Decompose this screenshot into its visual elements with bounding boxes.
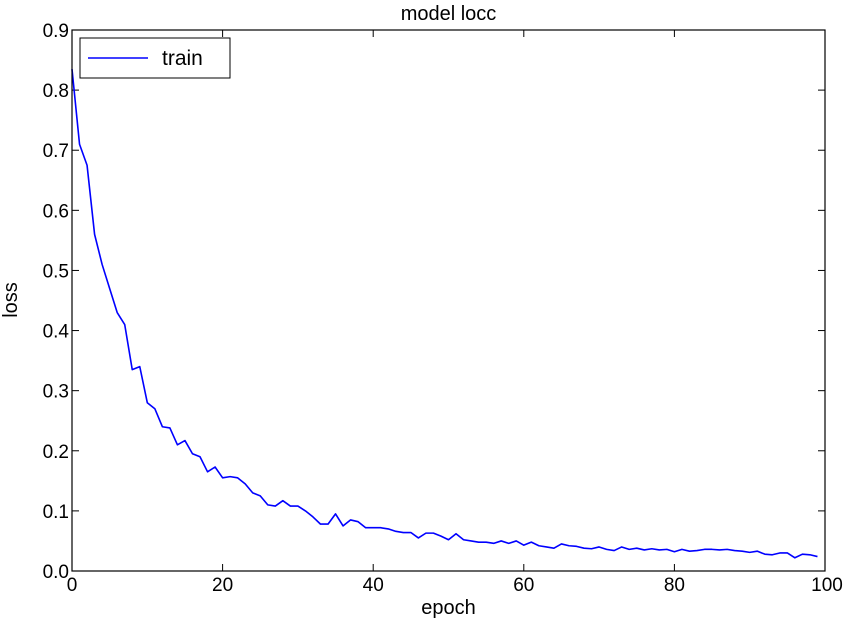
x-axis-label: epoch [421, 597, 476, 619]
y-tick-label: 0.2 [43, 442, 69, 463]
y-tick-label: 0.4 [43, 322, 70, 343]
y-tick-label: 0.8 [43, 81, 69, 102]
legend-label-train: train [162, 47, 203, 70]
y-tick-label: 0.0 [43, 562, 69, 583]
legend: train [79, 37, 231, 79]
plot-area [72, 30, 825, 571]
x-tick-label: 40 [363, 575, 384, 596]
series-line-train [71, 68, 818, 559]
x-tick-label: 0 [67, 575, 78, 596]
plot-frame [71, 29, 826, 572]
x-tick-label: 60 [513, 575, 534, 596]
y-tick-label: 0.7 [43, 141, 69, 162]
x-tick-label: 100 [811, 575, 843, 596]
chart-title: model locc [401, 3, 497, 25]
y-tick-label: 0.6 [43, 201, 69, 222]
y-tick-label: 0.1 [43, 502, 69, 523]
y-tick-label: 0.5 [43, 261, 69, 282]
y-tick-label: 0.9 [43, 21, 69, 42]
y-axis-label: loss [0, 282, 22, 318]
x-tick-label: 20 [212, 575, 233, 596]
series-layer [71, 68, 818, 559]
x-tick-label: 80 [664, 575, 685, 596]
y-tick-label: 0.3 [43, 382, 69, 403]
tick-labels: 0 20 40 60 80 100 0.0 0.1 0.2 0.3 0.4 0.5 0.6 0.7 0.8 0… [43, 21, 843, 596]
